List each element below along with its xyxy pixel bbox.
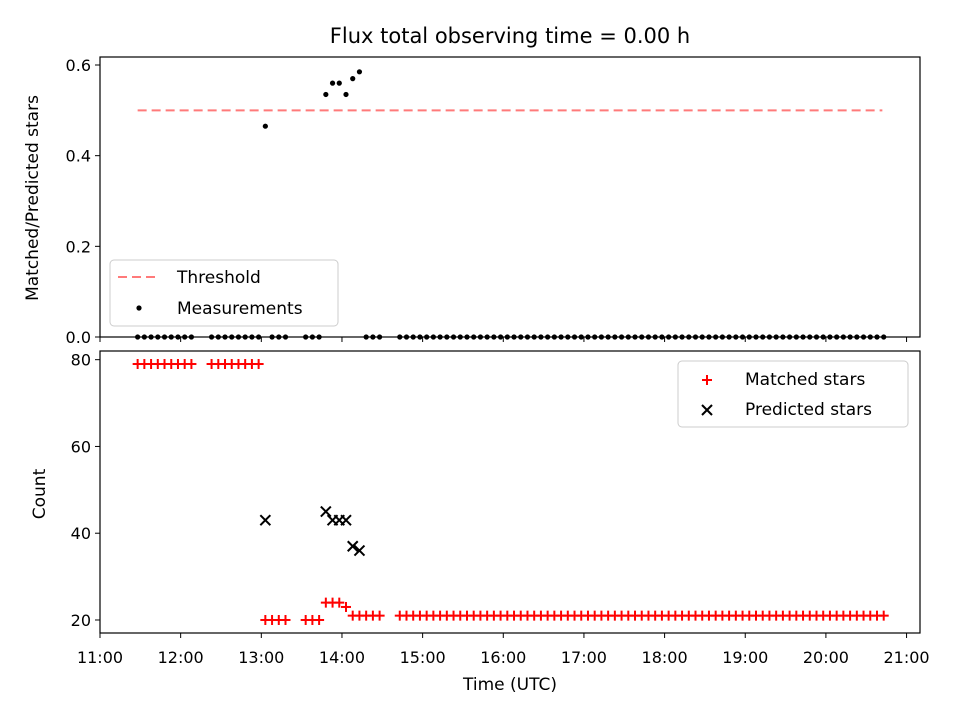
top-legend-box xyxy=(109,259,339,327)
chart-title: Flux total observing time = 0.00 h xyxy=(330,24,690,48)
predicted-star-point xyxy=(353,544,366,557)
bottom-legend: Matched stars Predicted stars xyxy=(677,360,909,428)
top-legend: Threshold Measurements xyxy=(109,259,339,327)
legend-measurements-label: Measurements xyxy=(177,299,303,319)
measurement-point xyxy=(323,91,329,98)
predicted-star-point xyxy=(340,514,352,526)
bottom-legend-box xyxy=(677,360,909,428)
x-tick-label: 16:00 xyxy=(480,648,526,667)
predicted-star-point xyxy=(347,540,359,552)
matched-star-point xyxy=(186,359,197,370)
legend-threshold-label: Threshold xyxy=(176,268,261,288)
matched-star-point xyxy=(341,601,351,612)
matched-star-point xyxy=(314,614,325,625)
top-plot-frame xyxy=(99,56,921,338)
legend-predicted-mark-b xyxy=(701,404,713,416)
x-tick-label: 12:00 xyxy=(158,648,204,667)
matched-star-point xyxy=(253,359,264,370)
x-tick-label: 15:00 xyxy=(400,648,446,667)
predicted-star-mark-b xyxy=(340,514,352,526)
predicted-star-mark-b xyxy=(347,540,359,552)
x-tick-label: 11:00 xyxy=(77,648,123,667)
predicted-star-point xyxy=(320,505,332,518)
legend-measurements-swatch xyxy=(136,305,142,311)
y-tick-label: 60 xyxy=(71,437,91,456)
y-tick-label: 80 xyxy=(71,351,91,370)
measurement-point xyxy=(343,91,349,98)
y-tick-label: 0.0 xyxy=(66,328,91,347)
y-tick-label: 40 xyxy=(71,524,91,543)
x-axis-label: Time (UTC) xyxy=(462,675,557,695)
y-tick-label: 20 xyxy=(71,611,91,630)
x-tick-label: 18:00 xyxy=(642,648,688,667)
top-panel: 0.0 0.2 0.4 0.6 Threshold Measurements xyxy=(66,56,921,347)
measurement-point xyxy=(336,80,342,86)
matched-star-point xyxy=(334,597,345,608)
measurement-point xyxy=(262,123,268,129)
measurement-point xyxy=(329,80,336,86)
bottom-panel: 20 40 60 80 11:00 12:00 13:00 14:00 15:00 16:00 17… xyxy=(71,350,930,667)
predicted-star-mark-b xyxy=(320,505,332,518)
y-tick-label: 0.2 xyxy=(66,237,91,256)
y-tick-label: 0.4 xyxy=(66,147,91,166)
x-tick-label: 20:00 xyxy=(803,648,849,667)
x-tick-label: 13:00 xyxy=(238,648,284,667)
x-tick-label: 17:00 xyxy=(561,648,607,667)
predicted-star-mark-b xyxy=(353,544,366,557)
measurement-point xyxy=(356,69,363,75)
legend-matched-swatch xyxy=(702,375,712,385)
top-y-axis-label: Matched/Predicted stars xyxy=(23,95,43,301)
y-tick-label: 0.6 xyxy=(66,56,91,75)
legend-predicted-swatch xyxy=(701,404,713,416)
predicted-star-mark-b xyxy=(259,514,272,526)
matched-star-point xyxy=(878,610,889,621)
x-tick-label: 21:00 xyxy=(884,648,930,667)
legend-matched-label: Matched stars xyxy=(745,370,865,390)
x-tick-label: 19:00 xyxy=(722,648,768,667)
matched-star-point xyxy=(280,614,291,625)
bottom-plot-frame xyxy=(99,350,921,634)
measurement-point xyxy=(350,76,356,82)
matched-star-point xyxy=(374,610,385,621)
x-tick-label: 14:00 xyxy=(319,648,365,667)
legend-predicted-label: Predicted stars xyxy=(745,400,872,420)
predicted-star-point xyxy=(259,514,272,526)
bottom-y-axis-label: Count xyxy=(30,468,50,519)
